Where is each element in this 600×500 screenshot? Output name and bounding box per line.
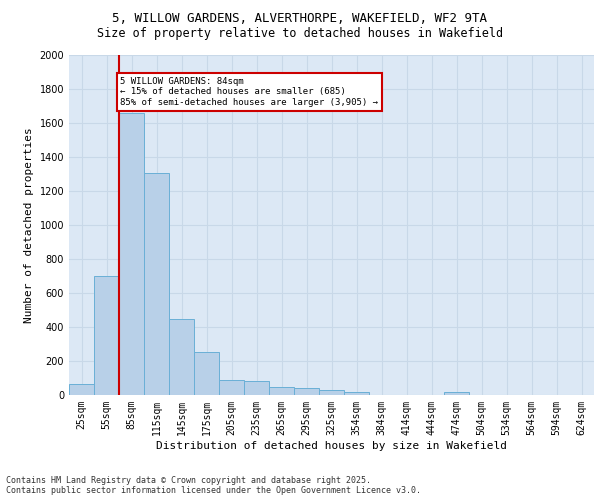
Text: 5 WILLOW GARDENS: 84sqm
← 15% of detached houses are smaller (685)
85% of semi-d: 5 WILLOW GARDENS: 84sqm ← 15% of detache…: [120, 77, 378, 107]
Bar: [444, 392, 469, 395]
Bar: [269, 386, 294, 395]
Text: Size of property relative to detached houses in Wakefield: Size of property relative to detached ho…: [97, 28, 503, 40]
Bar: [119, 113, 144, 395]
Y-axis label: Number of detached properties: Number of detached properties: [24, 127, 34, 323]
Text: Contains HM Land Registry data © Crown copyright and database right 2025.
Contai: Contains HM Land Registry data © Crown c…: [6, 476, 421, 495]
Bar: [144, 173, 169, 395]
X-axis label: Distribution of detached houses by size in Wakefield: Distribution of detached houses by size …: [156, 440, 507, 450]
Bar: [344, 392, 369, 395]
Bar: [294, 388, 319, 395]
Bar: [94, 276, 119, 395]
Bar: [244, 380, 269, 395]
Bar: [319, 390, 344, 395]
Bar: [69, 384, 94, 395]
Bar: [219, 380, 244, 395]
Bar: [169, 318, 194, 395]
Text: 5, WILLOW GARDENS, ALVERTHORPE, WAKEFIELD, WF2 9TA: 5, WILLOW GARDENS, ALVERTHORPE, WAKEFIEL…: [113, 12, 487, 26]
Bar: [194, 352, 219, 395]
